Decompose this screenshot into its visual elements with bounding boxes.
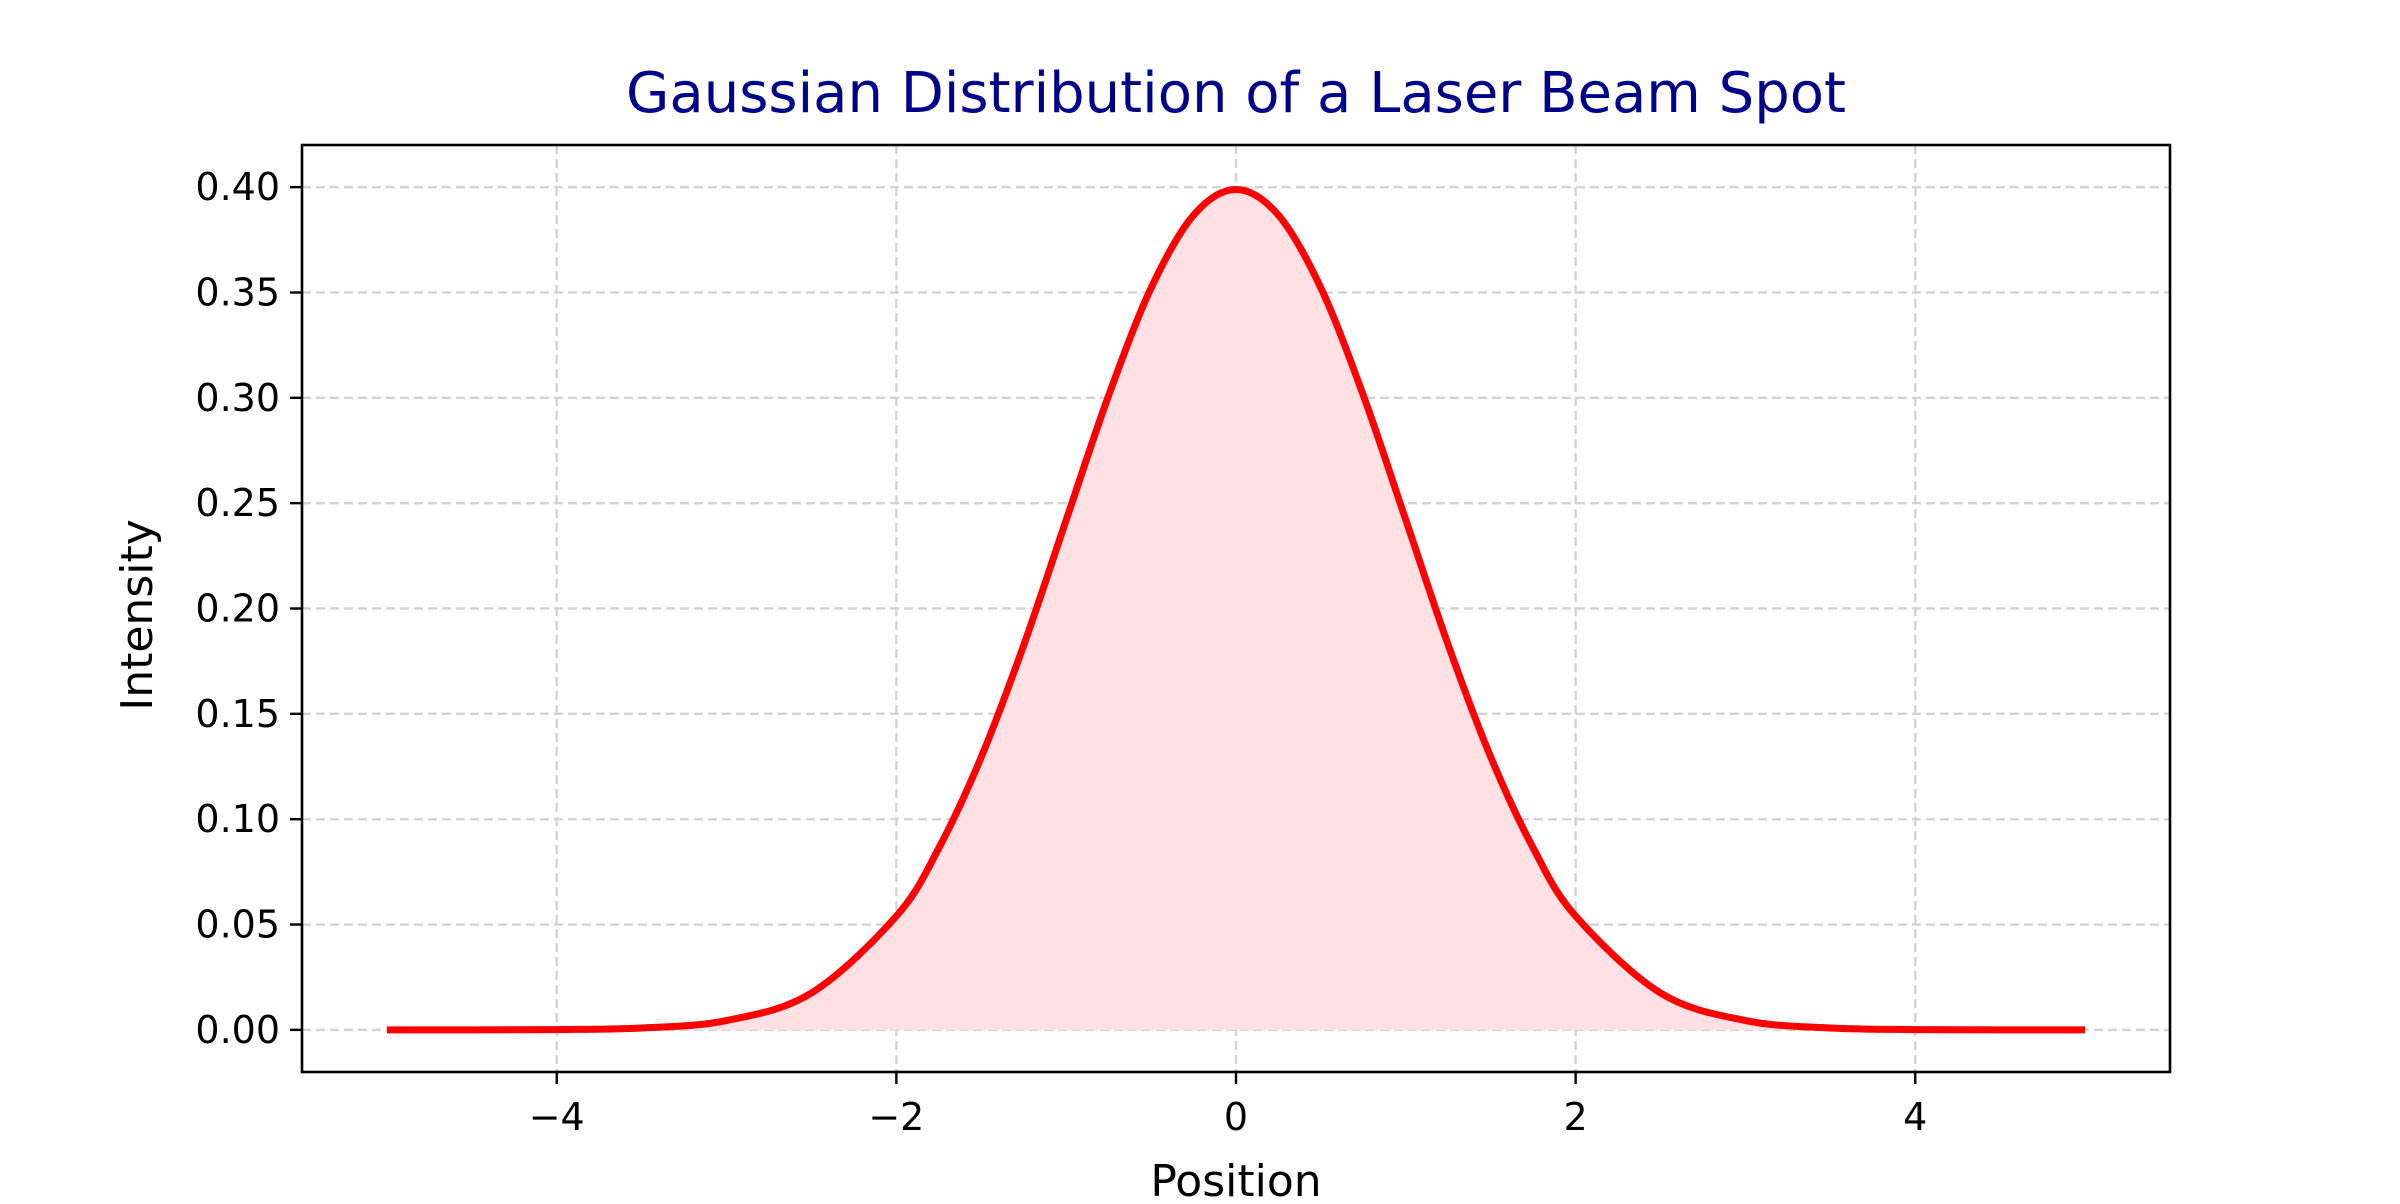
y-axis-label: Intensity — [112, 519, 163, 711]
x-axis-label: Position — [1150, 1156, 1321, 1200]
y-tick-label-6: 0.30 — [195, 376, 280, 420]
y-tick-label-0: 0.00 — [195, 1008, 280, 1052]
y-tick-label-3: 0.15 — [195, 692, 280, 736]
x-tick-label-2: 0 — [1224, 1095, 1248, 1139]
x-tick-label-0: −4 — [529, 1095, 585, 1139]
x-axis: −4 −2 0 2 4 — [529, 1072, 1927, 1139]
y-tick-label-5: 0.25 — [195, 481, 280, 525]
y-tick-label-1: 0.05 — [195, 903, 280, 947]
y-tick-label-8: 0.40 — [195, 165, 280, 209]
series-line — [386, 185, 2086, 1034]
x-tick-label-4: 4 — [1903, 1095, 1927, 1139]
y-tick-label-2: 0.10 — [195, 797, 280, 841]
y-tick-label-7: 0.35 — [195, 270, 280, 314]
y-tick-label-4: 0.20 — [195, 587, 280, 631]
x-tick-label-1: −2 — [868, 1095, 924, 1139]
x-tick-label-3: 2 — [1564, 1095, 1588, 1139]
series-fill-area — [386, 189, 2086, 1030]
chart-title: Gaussian Distribution of a Laser Beam Sp… — [626, 61, 1846, 126]
y-axis: 0.00 0.05 0.10 0.15 0.20 0.25 0.30 0.35 0.40 — [195, 165, 302, 1052]
